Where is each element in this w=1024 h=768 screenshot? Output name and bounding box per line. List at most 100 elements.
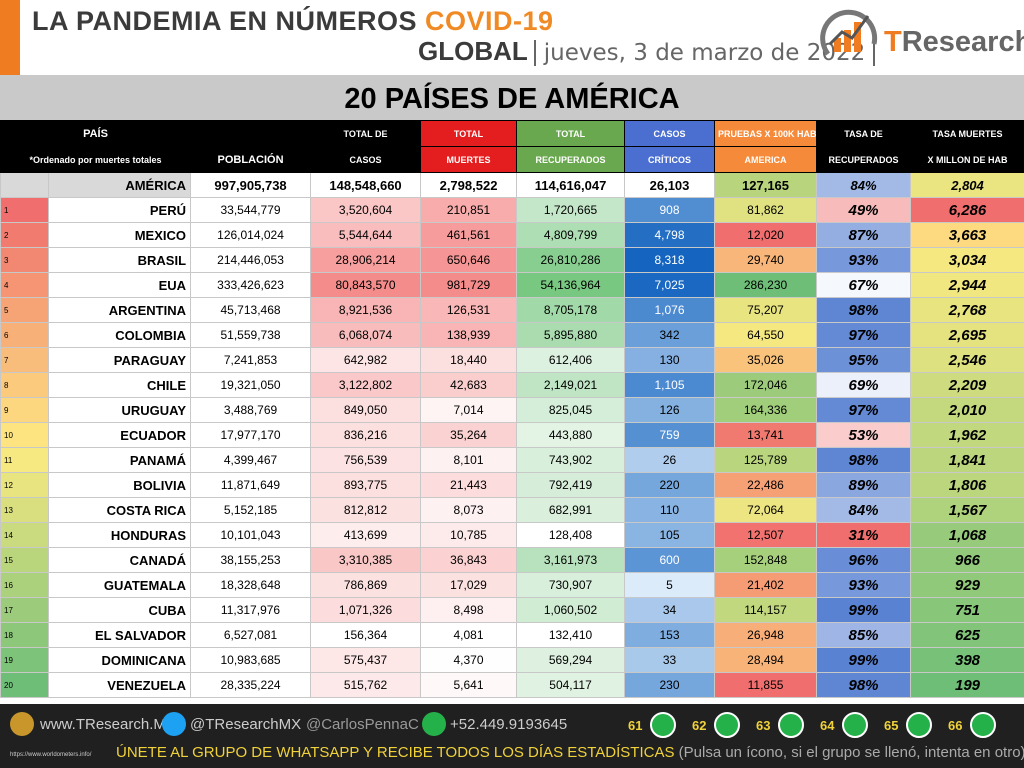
value-cell: 128,408 xyxy=(516,522,626,548)
value-cell: 38,155,253 xyxy=(190,547,312,573)
group-number: 62 xyxy=(692,718,707,733)
whatsapp-group-button[interactable] xyxy=(906,712,932,738)
value-cell: 26,103 xyxy=(624,172,716,198)
column-header: RECUPERADOS xyxy=(816,146,912,173)
whatsapp-group-button[interactable] xyxy=(650,712,676,738)
accent-bar xyxy=(0,0,20,75)
value-cell: 1,567 xyxy=(910,497,1024,523)
value-cell: 642,982 xyxy=(310,347,422,373)
country-row: 12 BOLIVIA 11,871,649 893,775 21,443 792,419 2… xyxy=(0,472,1024,498)
column-header xyxy=(190,120,312,147)
value-cell: 67% xyxy=(816,272,912,298)
value-cell: 7,025 xyxy=(624,272,716,298)
value-cell: 8,318 xyxy=(624,247,716,273)
rank-cell: 9 xyxy=(0,397,49,423)
whatsapp-group-button[interactable] xyxy=(714,712,740,738)
value-cell: 1,071,326 xyxy=(310,597,422,623)
country-row: 7 PARAGUAY 7,241,853 642,982 18,440 612,406 13… xyxy=(0,347,1024,373)
country-cell: BOLIVIA xyxy=(47,472,192,498)
whatsapp-group-button[interactable] xyxy=(778,712,804,738)
column-header: X MILLON DE HAB xyxy=(910,146,1024,173)
value-cell: 5,544,644 xyxy=(310,222,422,248)
value-cell: 10,101,043 xyxy=(190,522,312,548)
value-cell: 110 xyxy=(624,497,716,523)
value-cell: 849,050 xyxy=(310,397,422,423)
value-cell: 114,157 xyxy=(714,597,818,623)
country-row: 8 CHILE 19,321,050 3,122,802 42,683 2,149,021… xyxy=(0,372,1024,398)
rank-cell: 5 xyxy=(0,297,49,323)
rank-cell: 17 xyxy=(0,597,49,623)
value-cell: 8,921,536 xyxy=(310,297,422,323)
twitter-2[interactable]: @CarlosPennaC xyxy=(306,716,419,733)
whatsapp-group-button[interactable] xyxy=(842,712,868,738)
country-cell: DOMINICANA xyxy=(47,647,192,673)
country-cell: EUA xyxy=(47,272,192,298)
total-row: AMÉRICA 997,905,738 148,548,660 2,798,522 11… xyxy=(0,172,1024,198)
country-cell: AMÉRICA xyxy=(47,172,192,198)
twitter[interactable]: @TResearchMX xyxy=(190,716,302,733)
value-cell: 792,419 xyxy=(516,472,626,498)
value-cell: 5 xyxy=(624,572,716,598)
value-cell: 127,165 xyxy=(714,172,818,198)
value-cell: 130 xyxy=(624,347,716,373)
website[interactable]: www.TResearch.Mx xyxy=(40,716,174,733)
value-cell: 443,880 xyxy=(516,422,626,448)
value-cell: 4,370 xyxy=(420,647,518,673)
value-cell: 2,804 xyxy=(910,172,1024,198)
country-row: 19 DOMINICANA 10,983,685 575,437 4,370 569,29… xyxy=(0,647,1024,673)
value-cell: 515,762 xyxy=(310,672,422,698)
country-cell: VENEZUELA xyxy=(47,672,192,698)
value-cell: 19,321,050 xyxy=(190,372,312,398)
rank-cell: 6 xyxy=(0,322,49,348)
column-header: TOTAL xyxy=(516,120,626,147)
value-cell: 682,991 xyxy=(516,497,626,523)
column-header: RECUPERADOS xyxy=(516,146,626,173)
rank-cell: 19 xyxy=(0,647,49,673)
value-cell: 22,486 xyxy=(714,472,818,498)
rank-cell: 2 xyxy=(0,222,49,248)
value-cell: 105 xyxy=(624,522,716,548)
value-cell: 114,616,047 xyxy=(516,172,626,198)
value-cell: 125,789 xyxy=(714,447,818,473)
value-cell: 751 xyxy=(910,597,1024,623)
country-row: 5 ARGENTINA 45,713,468 8,921,536 126,531 8,70… xyxy=(0,297,1024,323)
value-cell: 8,705,178 xyxy=(516,297,626,323)
footer: www.TResearch.Mx @TResearchMX @CarlosPen… xyxy=(0,704,1024,768)
country-cell: CHILE xyxy=(47,372,192,398)
value-cell: 35,026 xyxy=(714,347,818,373)
value-cell: 966 xyxy=(910,547,1024,573)
rank-cell: 18 xyxy=(0,622,49,648)
whatsapp-group-button[interactable] xyxy=(970,712,996,738)
country-cell: MEXICO xyxy=(47,222,192,248)
value-cell: 28,494 xyxy=(714,647,818,673)
subtitle: 20 PAÍSES DE AMÉRICA xyxy=(0,75,1024,120)
value-cell: 53% xyxy=(816,422,912,448)
country-cell: COSTA RICA xyxy=(47,497,192,523)
value-cell: 5,641 xyxy=(420,672,518,698)
country-cell: URUGUAY xyxy=(47,397,192,423)
rank-cell: 3 xyxy=(0,247,49,273)
rank-cell: 7 xyxy=(0,347,49,373)
title-text: LA PANDEMIA EN NÚMEROS xyxy=(32,6,418,36)
rank-cell: 16 xyxy=(0,572,49,598)
value-cell: 28,906,214 xyxy=(310,247,422,273)
value-cell: 164,336 xyxy=(714,397,818,423)
logo: TResearch xyxy=(818,4,1024,66)
value-cell: 97% xyxy=(816,322,912,348)
value-cell: 575,437 xyxy=(310,647,422,673)
group-number: 61 xyxy=(628,718,643,733)
country-row: 11 PANAMÁ 4,399,467 756,539 8,101 743,902 26 12… xyxy=(0,447,1024,473)
value-cell: 1,720,665 xyxy=(516,197,626,223)
value-cell: 3,663 xyxy=(910,222,1024,248)
cta-note: (Pulsa un ícono, si el grupo se llenó, i… xyxy=(678,744,1024,761)
value-cell: 4,798 xyxy=(624,222,716,248)
value-cell: 3,520,604 xyxy=(310,197,422,223)
logo-rest: Research xyxy=(901,26,1024,58)
logo-text: TResearch xyxy=(884,26,1024,59)
title: LA PANDEMIA EN NÚMEROS COVID-19 xyxy=(32,6,554,37)
value-cell: 33 xyxy=(624,647,716,673)
value-cell: 36,843 xyxy=(420,547,518,573)
rank-cell: 15 xyxy=(0,547,49,573)
value-cell: 2,695 xyxy=(910,322,1024,348)
value-cell: 3,122,802 xyxy=(310,372,422,398)
